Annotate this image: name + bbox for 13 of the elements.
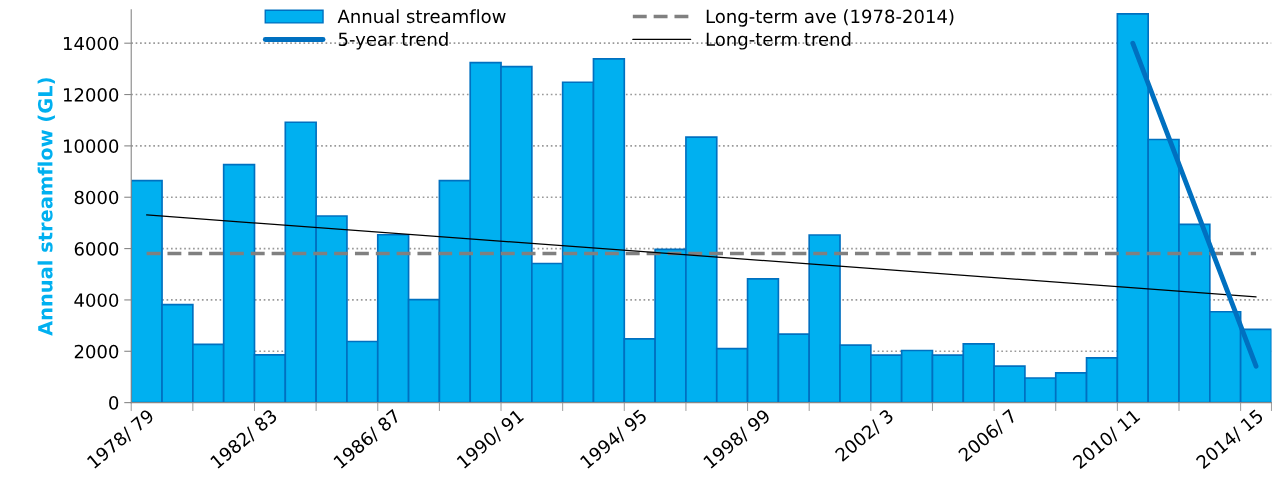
legend-label: 5-year trend [338,32,448,50]
y-tick-label: 2000 [74,344,119,359]
y-tick-label: 4000 [74,293,119,308]
legend-label: Annual streamflow [337,9,506,24]
y-tick-label: 14000 [63,36,119,51]
y-tick-label: 10000 [63,139,119,153]
y-tick-label: 12000 [63,88,119,102]
y-tick-label: 6000 [74,242,119,256]
y-tick-label: 8000 [74,190,119,205]
legend-label: Long-term ave (1978-2014) [706,9,954,27]
legend-label: Long-term trend [706,32,851,50]
y-tick-label: 0 [109,396,119,410]
y-axis-title: Annual streamflow (GL) [37,78,55,336]
